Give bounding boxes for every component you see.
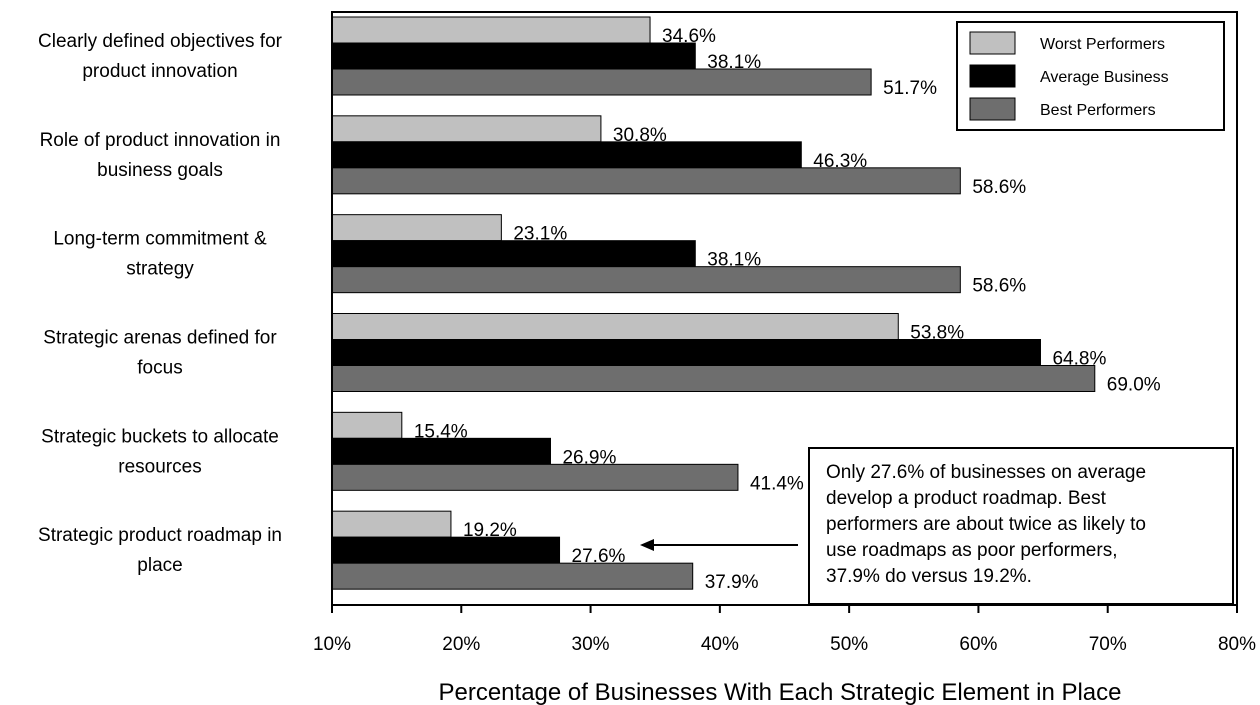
bar <box>331 463 739 491</box>
annotation-line: use roadmaps as poor performers, <box>826 540 1117 561</box>
category-label-line: business goals <box>97 160 223 181</box>
category-label-line: Strategic arenas defined for <box>43 328 277 349</box>
legend-swatch <box>969 97 1016 121</box>
data-label: 23.1% <box>513 224 567 245</box>
category-label-line: Strategic buckets to allocate <box>41 426 279 447</box>
bar <box>331 313 899 340</box>
category-labels: Clearly defined objectives for product in… <box>38 31 283 576</box>
bar <box>331 510 452 538</box>
bar-series <box>331 16 1096 590</box>
annotation-line: performers are about twice as likely to <box>826 514 1146 535</box>
data-label: 19.2% <box>463 520 517 541</box>
category-label-line: strategy <box>126 259 194 280</box>
bar <box>331 115 602 143</box>
legend-label: Best Performers <box>1040 102 1156 119</box>
bar <box>331 141 802 169</box>
bar <box>331 68 872 96</box>
category-label: Long-term commitment & strategy <box>53 229 267 280</box>
data-label: 34.6% <box>662 26 716 47</box>
bar <box>331 339 1041 366</box>
data-label: 58.6% <box>972 177 1026 198</box>
legend-label: Average Business <box>1040 69 1169 86</box>
bar <box>331 365 1096 392</box>
x-axis-ticks: 10% 20% 30% 40% 50% 60% 70% 80% <box>313 605 1256 655</box>
annotation-line: develop a product roadmap. Best <box>826 488 1107 509</box>
category-label-line: resources <box>118 456 201 477</box>
x-tick-label: 70% <box>1089 634 1127 655</box>
data-label: 46.3% <box>813 151 867 172</box>
data-label: 58.6% <box>972 276 1026 297</box>
data-label: 38.1% <box>707 52 761 73</box>
data-label: 64.8% <box>1052 349 1106 370</box>
x-tick-label: 20% <box>442 634 480 655</box>
category-label: Role of product innovation in business go… <box>40 130 281 181</box>
bar <box>331 42 696 70</box>
category-label: Strategic buckets to allocate resources <box>41 426 279 477</box>
legend-swatch <box>969 31 1016 55</box>
bar <box>331 266 961 294</box>
value-labels: 34.6% 38.1% 51.7% 30.8% 46.3% 58.6% 23.1% 38.1%… <box>414 26 1161 593</box>
data-label: 30.8% <box>613 125 667 146</box>
x-tick-label: 80% <box>1218 634 1256 655</box>
annotation-line: 37.9% do versus 19.2%. <box>826 566 1032 587</box>
category-label-line: Long-term commitment & <box>53 229 267 250</box>
annotation-arrowhead <box>640 539 654 551</box>
bar <box>331 16 651 44</box>
data-label: 69.0% <box>1107 375 1161 396</box>
category-label: Strategic arenas defined for focus <box>43 328 277 379</box>
category-label-line: product innovation <box>82 61 237 82</box>
x-tick-label: 10% <box>313 634 351 655</box>
x-tick-label: 50% <box>830 634 868 655</box>
legend: Worst Performers Average Business Best Per… <box>956 21 1225 131</box>
category-label-line: place <box>137 555 182 576</box>
x-tick-label: 60% <box>959 634 997 655</box>
data-label: 53.8% <box>910 323 964 344</box>
category-label-line: Strategic product roadmap in <box>38 525 282 546</box>
bar <box>331 536 561 564</box>
x-tick-label: 40% <box>701 634 739 655</box>
annotation-box: Only 27.6% of businesses on average devel… <box>640 447 1234 605</box>
x-tick-label: 30% <box>572 634 610 655</box>
bar <box>331 411 403 439</box>
category-label-line: focus <box>137 358 182 379</box>
data-label: 27.6% <box>572 546 626 567</box>
annotation-line: Only 27.6% of businesses on average <box>826 462 1146 483</box>
category-label-line: Role of product innovation in <box>40 130 281 151</box>
data-label: 15.4% <box>414 421 468 442</box>
data-label: 38.1% <box>707 250 761 271</box>
legend-swatch <box>969 64 1016 88</box>
bar <box>331 437 551 465</box>
category-label: Strategic product roadmap in place <box>38 525 282 576</box>
legend-label: Worst Performers <box>1040 36 1165 53</box>
bar <box>331 214 502 242</box>
plot-frame <box>331 11 1238 606</box>
bar <box>331 562 694 590</box>
data-label: 51.7% <box>883 78 937 99</box>
annotation-frame <box>808 447 1234 605</box>
category-label-line: Clearly defined objectives for <box>38 31 283 52</box>
data-label: 41.4% <box>750 473 804 494</box>
x-axis-title: Percentage of Businesses With Each Strat… <box>438 679 1121 705</box>
category-label: Clearly defined objectives for product in… <box>38 31 283 82</box>
data-label: 37.9% <box>705 572 759 593</box>
data-label: 26.9% <box>562 447 616 468</box>
